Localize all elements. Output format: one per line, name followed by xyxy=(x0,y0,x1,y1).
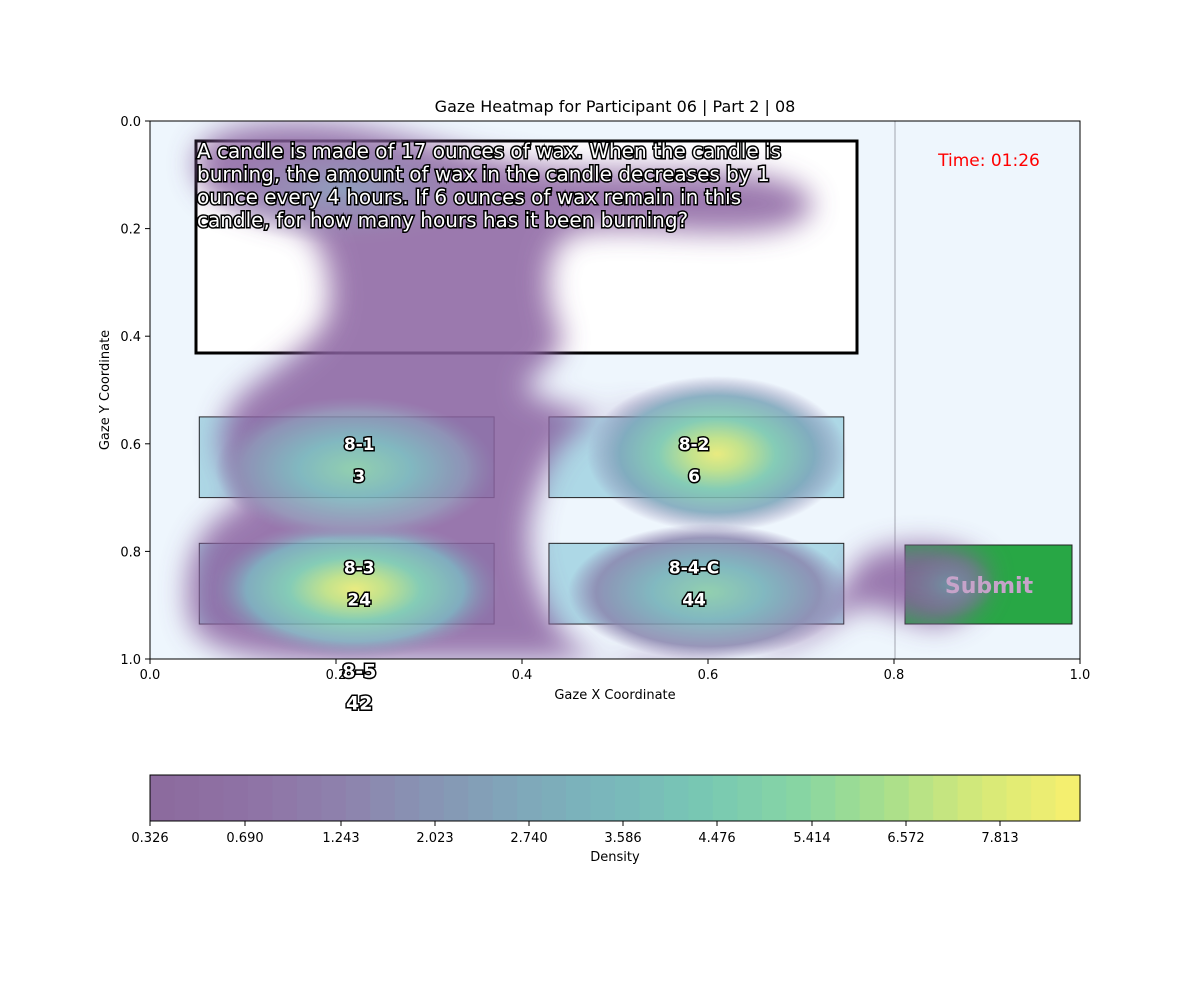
colorbar-segment xyxy=(810,775,836,821)
colorbar-segment xyxy=(908,775,934,821)
colorbar-segment xyxy=(859,775,885,821)
colorbar-segment xyxy=(590,775,616,821)
colorbar-segment xyxy=(835,775,861,821)
colorbar-segment xyxy=(761,775,787,821)
colorbar-segment xyxy=(321,775,347,821)
colorbar-segment xyxy=(468,775,494,821)
x-axis-label: Gaze X Coordinate xyxy=(554,688,675,703)
colorbar-tick-label: 2.740 xyxy=(510,831,547,846)
colorbar-segment xyxy=(247,775,273,821)
colorbar-segment xyxy=(639,775,665,821)
x-tick-label: 0.4 xyxy=(512,668,533,683)
option-id-8-1: 8-1 xyxy=(344,435,375,455)
y-tick-label: 0.0 xyxy=(120,115,141,130)
question-line: candle, for how many hours has it been b… xyxy=(197,208,688,232)
colorbar-segment xyxy=(370,775,396,821)
question-text: A candle is made of 17 ounces of wax. Wh… xyxy=(196,138,783,234)
colorbar-segment xyxy=(1006,775,1032,821)
colorbar-segment xyxy=(1055,775,1081,821)
colorbar-segment xyxy=(517,775,543,821)
question-line: A candle is made of 17 ounces of wax. Wh… xyxy=(197,139,781,163)
colorbar-tick-label: 3.586 xyxy=(604,831,641,846)
colorbar-tick-label: 6.572 xyxy=(887,831,924,846)
plot-frame xyxy=(149,120,1081,660)
colorbar: 0.326 0.690 1.243 2.023 2.740 3.586 4.476 5.414… xyxy=(131,774,1081,846)
colorbar-segment xyxy=(223,775,249,821)
colorbar-segment xyxy=(394,775,420,821)
x-tick-label: 1.0 xyxy=(1070,668,1091,683)
x-tick-label: 0.6 xyxy=(698,668,719,683)
colorbar-segment xyxy=(786,775,812,821)
density-layer xyxy=(187,122,995,659)
colorbar-segment xyxy=(345,775,371,821)
x-tick-label: 0.0 xyxy=(140,668,161,683)
colorbar-tick-label: 5.414 xyxy=(793,831,830,846)
y-tick-label: 0.4 xyxy=(120,330,141,345)
y-tick-label: 0.2 xyxy=(120,223,141,238)
submit-label: Submit xyxy=(945,574,1034,599)
y-axis: 0.0 0.2 0.4 0.6 0.8 1.0 xyxy=(120,115,150,668)
colorbar-segment xyxy=(198,775,225,821)
colorbar-segment xyxy=(615,775,641,821)
y-axis-label: Gaze Y Coordinate xyxy=(98,330,113,450)
x-tick-label: 0.2 xyxy=(326,668,347,683)
colorbar-tick-label: 0.326 xyxy=(131,831,168,846)
timer-text: Time: 01:26 xyxy=(937,151,1040,171)
colorbar-segment xyxy=(296,775,322,821)
option-id-8-2: 8-2 xyxy=(679,435,710,455)
colorbar-segment xyxy=(982,775,1008,821)
y-tick-label: 1.0 xyxy=(120,653,141,668)
colorbar-segment xyxy=(737,775,763,821)
option-value-8-3: 24 xyxy=(347,591,371,611)
colorbar-tick-label: 0.690 xyxy=(226,831,263,846)
colorbar-segment xyxy=(150,775,176,821)
y-tick-label: 0.8 xyxy=(120,545,141,560)
chart-title: Gaze Heatmap for Participant 06 | Part 2… xyxy=(435,97,796,116)
colorbar-segment xyxy=(541,775,567,821)
colorbar-segment xyxy=(443,775,469,821)
colorbar-tick-label: 1.243 xyxy=(322,831,359,846)
question-line: ounce every 4 hours. If 6 ounces of wax … xyxy=(197,185,741,209)
colorbar-segment xyxy=(1031,775,1057,821)
colorbar-label: Density xyxy=(590,850,640,865)
colorbar-frame xyxy=(149,774,1081,822)
option-id-8-4-C: 8-4-C xyxy=(669,559,719,579)
x-tick-label: 0.8 xyxy=(884,668,905,683)
colorbar-segment xyxy=(272,775,298,821)
y-tick-label: 0.6 xyxy=(120,438,141,453)
colorbar-tick-label: 2.023 xyxy=(416,831,453,846)
option-value-8-4-C: 44 xyxy=(682,591,706,611)
option-id-8-3: 8-3 xyxy=(344,559,375,579)
colorbar-segment xyxy=(884,775,910,821)
colorbar-segment xyxy=(957,775,983,821)
colorbar-segment xyxy=(174,775,200,821)
colorbar-tick-label: 7.813 xyxy=(981,831,1018,846)
colorbar-segment xyxy=(419,775,445,821)
question-line: burning, the amount of wax in the candle… xyxy=(197,162,770,186)
colorbar-tick-label: 4.476 xyxy=(698,831,735,846)
colorbar-segment xyxy=(688,775,714,821)
option-value-8-1: 3 xyxy=(353,467,365,487)
colorbar-segment xyxy=(712,775,738,821)
option-value-8-5: 42 xyxy=(346,692,372,714)
option-id-8-5: 8-5 xyxy=(342,660,376,682)
colorbar-segment xyxy=(663,775,690,821)
colorbar-segment xyxy=(492,775,518,821)
colorbar-segment xyxy=(933,775,959,821)
option-value-8-2: 6 xyxy=(688,467,700,487)
x-axis: 0.0 0.2 0.4 0.6 0.8 1.0 xyxy=(140,659,1091,683)
colorbar-segment xyxy=(566,775,592,821)
